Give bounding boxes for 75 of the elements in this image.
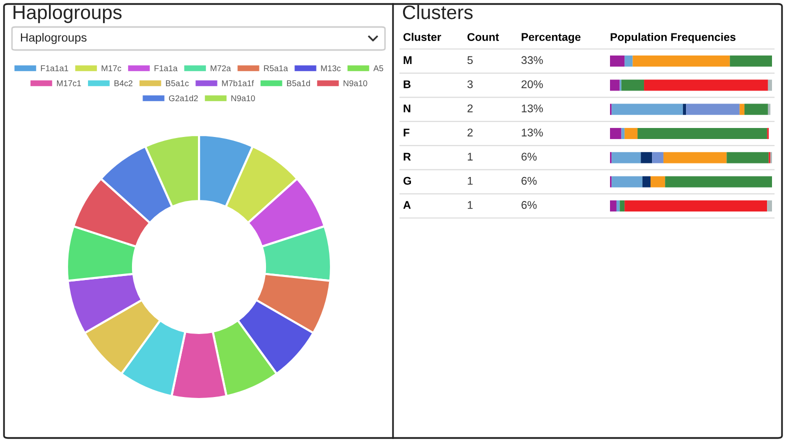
text: 1 <box>468 177 473 185</box>
text: Percentage <box>522 33 581 44</box>
text: Count <box>467 33 499 41</box>
legend-label: M72a <box>210 65 231 72</box>
bar <box>640 152 652 164</box>
bar <box>665 176 772 188</box>
bar <box>620 200 625 212</box>
bar <box>624 200 768 212</box>
bar <box>644 80 768 91</box>
bar <box>686 104 740 115</box>
y-tick-label: B <box>404 80 411 88</box>
bar <box>612 104 683 115</box>
text: 33% <box>521 56 543 64</box>
y-tick-label: N <box>404 104 410 112</box>
text: 6% <box>522 152 537 161</box>
text: 3 <box>467 80 473 88</box>
bar <box>726 152 769 164</box>
bar <box>642 176 650 188</box>
bar <box>730 56 772 67</box>
bar <box>768 80 772 91</box>
y-tick-label: M <box>404 56 412 64</box>
bar <box>768 104 770 115</box>
text: 2 <box>468 128 473 136</box>
legend-label: N9a10 <box>344 80 368 86</box>
legend-label: F1a1a1 <box>40 65 68 72</box>
bar <box>744 104 768 115</box>
bar <box>624 56 633 67</box>
legend-label: F1a1a <box>154 65 178 72</box>
chart-title: Haplogroups <box>14 4 122 24</box>
bar <box>740 104 744 115</box>
text: 13% <box>522 128 543 136</box>
legend-label: B5a1d <box>287 80 310 86</box>
bar <box>624 128 638 140</box>
bar <box>612 152 641 164</box>
bar <box>767 200 772 212</box>
text: Clusters <box>402 4 473 20</box>
text: 20% <box>522 80 543 88</box>
text: 6% <box>522 201 537 209</box>
bar <box>616 200 620 212</box>
bar <box>682 104 686 115</box>
bar <box>663 152 727 164</box>
y-axis-title: Cluster <box>403 32 442 41</box>
bar <box>632 56 730 67</box>
y-tick-label: F <box>404 128 410 136</box>
bar <box>610 56 625 67</box>
legend-label: N9a10 <box>231 95 255 102</box>
bar <box>610 200 616 212</box>
x-axis-title: Population Frequencies <box>610 32 736 44</box>
bar <box>612 176 642 188</box>
legend-label: M7b1a1f <box>222 80 254 86</box>
y-tick-label: G <box>403 176 411 185</box>
legend-label: R5a1a <box>264 65 288 72</box>
text: 6% <box>522 176 537 185</box>
text: 13% <box>522 104 543 112</box>
bar <box>652 152 664 164</box>
legend-label: A5 <box>373 65 384 72</box>
bar <box>638 128 768 140</box>
chart-subtitle: Haplogroups <box>20 33 87 44</box>
y-tick-label: A <box>403 201 411 209</box>
bar <box>621 80 644 91</box>
text: 1 <box>468 201 473 209</box>
bar <box>610 80 620 91</box>
legend-label: B4c2 <box>114 80 132 86</box>
text: 5 <box>467 56 473 64</box>
bar <box>621 128 625 140</box>
bar <box>610 128 622 140</box>
text: 2 <box>468 104 473 112</box>
legend-label: M17c1 <box>56 80 81 86</box>
legend-label: M13c <box>321 65 341 72</box>
bar <box>650 176 666 188</box>
legend-label: B5a1c <box>166 80 189 86</box>
text: 1 <box>468 152 473 161</box>
legend-label: G2a1d2 <box>168 95 198 102</box>
legend-label: M17c <box>102 65 122 72</box>
y-tick-label: R <box>404 152 411 161</box>
